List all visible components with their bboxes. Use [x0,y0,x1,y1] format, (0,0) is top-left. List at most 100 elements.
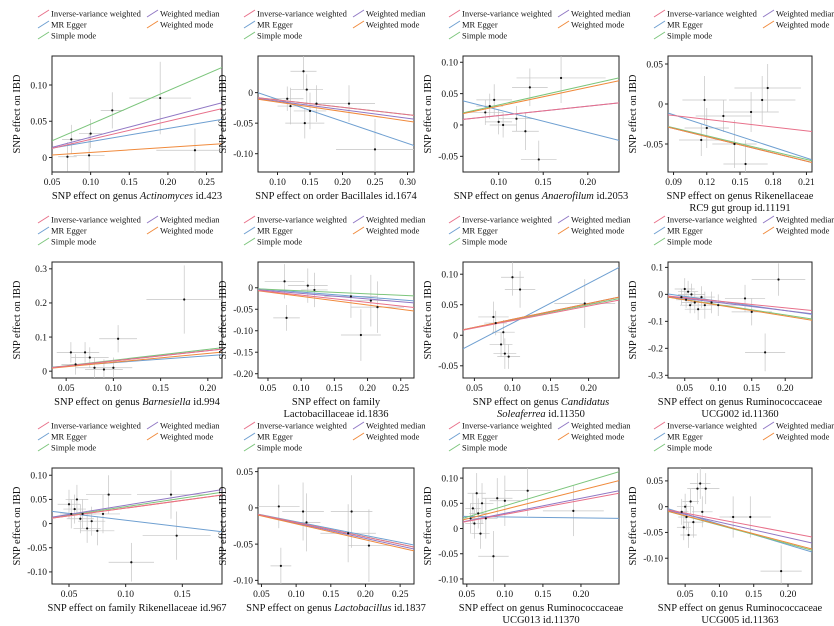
x-axis-label-run: SNP effect on genus [473,397,561,408]
y-tick-label: -0.10 [27,568,47,578]
y-tick-label: -0.05 [233,119,253,129]
snp-point [484,517,487,520]
snp-point [112,366,115,369]
y-tick-label: 0 [248,89,253,99]
legend-label-wmode: Weighted mode [160,432,214,442]
snp-point [102,368,106,371]
legend-swatch-egger [448,20,461,29]
x-tick-label: 0.05 [44,178,61,188]
legend-label-wmed: Weighted median [776,9,834,19]
legend-label-ivw: Inverse-variance weighted [462,215,553,225]
snp-point [780,570,783,573]
line-ivw [52,108,222,149]
y-tick-label: 0.10 [441,271,458,281]
snp-point [686,290,690,293]
legend-label-ivw: Inverse-variance weighted [257,215,348,225]
y-tick-label: 0.05 [441,301,458,311]
x-tick-label: 0.20 [580,384,597,394]
x-axis-label: SNP effect on genus Anaerofilum id.2053 [454,191,629,202]
legend-label-ivw: Inverse-variance weighted [51,421,142,431]
plot-frame [667,467,813,585]
legend-swatch-wmed [146,215,159,224]
line-wmed [52,489,222,518]
x-tick-label: 0.15 [743,384,760,394]
y-tick-label: -0.05 [27,544,47,554]
legend-label-egger: MR Egger [667,226,703,236]
legend-swatch-smode [653,237,666,246]
snp-point [79,517,82,520]
y-axis-label: SNP effect on IBD [423,280,434,359]
snp-point [572,509,575,512]
x-tick-label: 0.05 [676,384,693,394]
legend-swatch-wmed [146,9,159,18]
x-tick-label: 0.05 [260,384,277,394]
snp-point [349,295,353,298]
x-axis-label: SNP effect on genus Candidatus [473,397,610,408]
snp-point [74,363,77,366]
snp-point [700,295,703,299]
legend-label-wmode: Weighted mode [776,226,830,236]
y-tick-label: -0.2 [648,345,663,355]
x-tick-label: 0.05 [58,384,75,394]
y-tick-label: -0.10 [233,327,253,337]
legend: Inverse-variance weighted Weighted median… [243,9,426,41]
y-tick-label: -0.10 [643,555,663,565]
legend-swatch-wmode [762,20,775,29]
legend: Inverse-variance weighted Weighted median… [448,421,631,453]
y-tick-label: 0.1 [35,333,47,343]
line-wmode [463,296,619,331]
y-tick-label: 0 [42,520,47,530]
legend-label-wmed: Weighted median [160,421,220,431]
x-tick-label: 0.05 [253,590,270,600]
legend-label-smode: Simple mode [257,31,302,41]
legend-swatch-wmode [352,226,365,235]
legend-label-ivw: Inverse-variance weighted [667,9,758,19]
y-tick-label: 0 [658,100,663,110]
x-tick-label: 0.15 [121,178,138,188]
legend-swatch-egger [448,226,461,235]
x-axis-label-run: SNP effect on order Bacillales id.1674 [255,191,417,202]
panel-11: Inverse-variance weighted Weighted median… [423,421,631,626]
line-smode [463,471,619,519]
x-tick-label: 0.15 [535,590,552,600]
legend-label-wmode: Weighted mode [366,20,420,30]
line-egger [463,100,619,141]
y-tick-label: 0.05 [441,90,458,100]
legend-swatch-smode [448,31,461,40]
line-wmode [52,143,222,156]
y-tick-label: 0.05 [646,60,663,70]
legend-swatch-ivw [653,9,666,18]
y-axis-label: SNP effect on IBD [628,486,639,565]
legend-swatch-smode [37,443,50,452]
x-tick-label: 0.10 [497,590,514,600]
x-axis-label: SNP effect on order Bacillales id.1674 [255,191,417,202]
legend-label-wmode: Weighted mode [571,226,625,236]
x-axis-label: SNP effect on genus Ruminococcaceae [459,603,624,614]
y-tick-label: 0.05 [441,500,458,510]
x-axis-label-run: Barnesiella [142,397,190,408]
line-wmode [52,351,222,369]
snp-point [744,162,747,166]
x-tick-label: 0.21 [798,178,815,188]
x-axis-label-run: Candidatus [561,397,609,408]
plot-area [668,468,812,584]
y-tick-label: -0.05 [643,140,663,150]
y-tick-label: 0.05 [30,118,47,128]
snp-point [89,132,92,135]
line-ivw [258,97,414,116]
legend-label-ivw: Inverse-variance weighted [462,421,553,431]
snp-point [492,555,495,558]
snp-point [524,130,527,133]
legend-swatch-wmed [352,421,365,430]
legend: Inverse-variance weighted Weighted median… [653,215,834,247]
snp-point [471,507,474,510]
snp-point [305,88,308,91]
y-tick-label: 0.1 [651,264,663,274]
snp-point [306,284,309,287]
line-egger [668,112,812,161]
y-tick-label: 0 [453,121,458,131]
line-wmed [463,490,619,523]
snp-point [283,280,286,283]
snp-point [373,148,377,151]
